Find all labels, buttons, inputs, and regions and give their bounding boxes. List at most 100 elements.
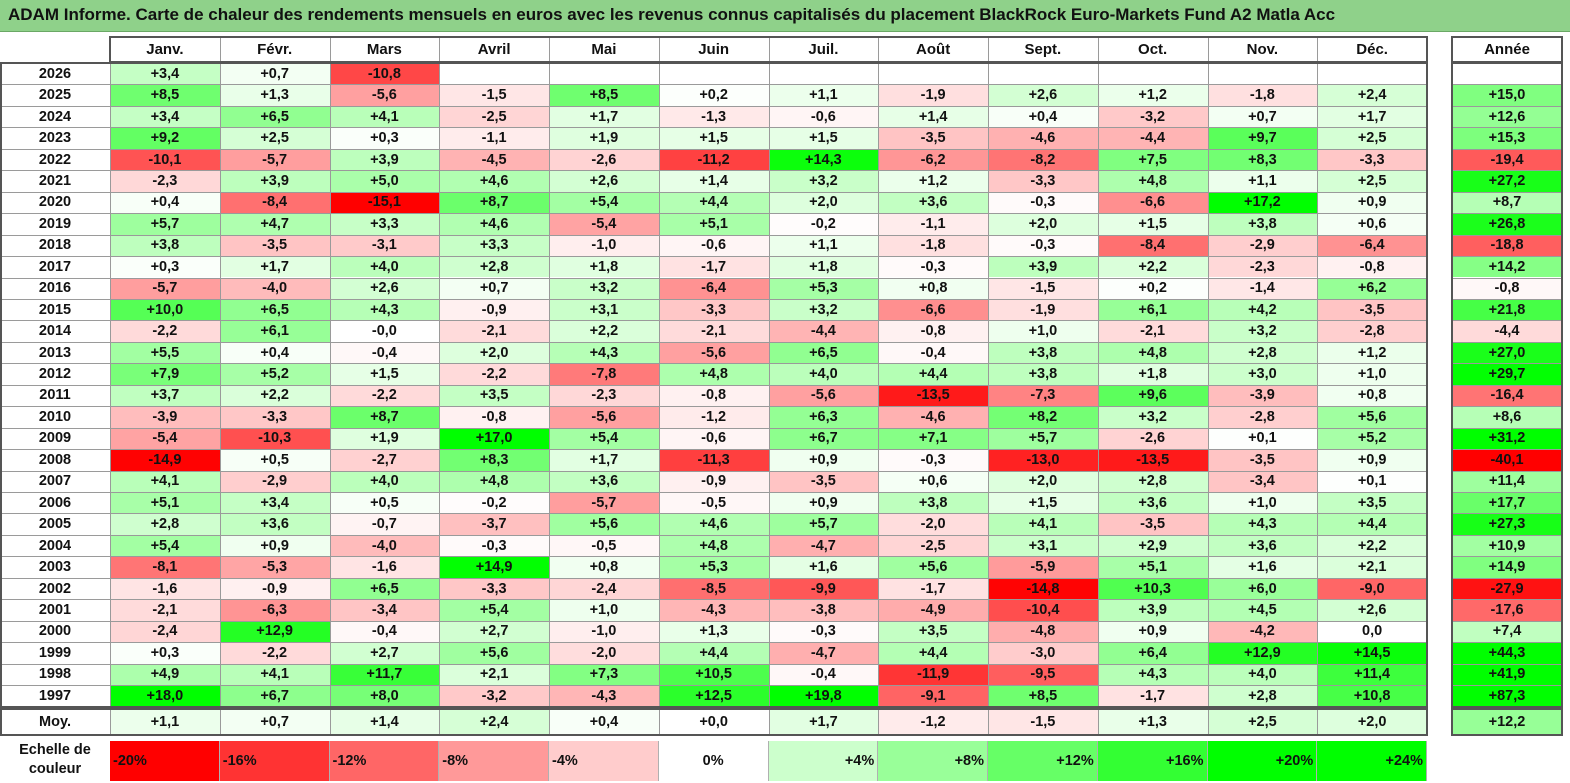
heatmap-cell: +14,5 bbox=[1317, 642, 1427, 664]
year-header: Année bbox=[1452, 37, 1562, 62]
heatmap-cell: -6,6 bbox=[878, 298, 988, 321]
heatmap-cell: +3,8 bbox=[110, 234, 220, 257]
heatmap-cell: -1,7 bbox=[658, 256, 769, 278]
heatmap-cell bbox=[1207, 63, 1318, 85]
heatmap-cell: +6,5 bbox=[219, 298, 330, 321]
heatmap-cell: -3,7 bbox=[439, 513, 549, 535]
year-label: 2019 bbox=[0, 213, 110, 235]
year-label: 2001 bbox=[0, 599, 110, 621]
heatmap-cell: -2,9 bbox=[1207, 234, 1318, 257]
heatmap-cell: +1,2 bbox=[878, 170, 988, 192]
heatmap-cell: +10,8 bbox=[1317, 685, 1427, 707]
heatmap-cell: +0,8 bbox=[1317, 384, 1427, 407]
heatmap-cell: -13,5 bbox=[1097, 449, 1208, 471]
annual-cell: +15,3 bbox=[1452, 127, 1562, 149]
year-label: 2008 bbox=[0, 449, 110, 471]
heatmap-cell: +5,4 bbox=[110, 534, 220, 557]
heatmap-cell: -4,8 bbox=[988, 620, 1098, 643]
heatmap-cell: -2,2 bbox=[219, 642, 330, 664]
heatmap-cell: +0,7 bbox=[219, 63, 330, 85]
heatmap-cell: +2,5 bbox=[1317, 127, 1427, 149]
heatmap-cell: -6,2 bbox=[878, 148, 988, 171]
grid-line bbox=[1452, 706, 1562, 708]
heatmap-cell: +11,4 bbox=[1317, 663, 1427, 686]
average-label: Moy. bbox=[0, 708, 110, 735]
heatmap-cell: -13,0 bbox=[988, 449, 1098, 471]
annual-cell: -27,9 bbox=[1452, 577, 1562, 600]
heatmap-cell: -1,3 bbox=[658, 105, 769, 128]
heatmap-cell: +3,3 bbox=[329, 213, 440, 235]
heatmap-cell: +9,6 bbox=[1097, 384, 1208, 407]
annual-cell: -4,4 bbox=[1452, 320, 1562, 342]
heatmap-cell: -1,2 bbox=[658, 406, 769, 428]
heatmap-cell: +3,2 bbox=[1097, 406, 1208, 428]
heatmap-cell: +0,4 bbox=[219, 341, 330, 364]
month-header: Mars bbox=[329, 37, 440, 62]
year-label: 2022 bbox=[0, 148, 110, 171]
heatmap-cell: -0,9 bbox=[219, 577, 330, 600]
heatmap-cell: +12,5 bbox=[658, 685, 769, 707]
heatmap-cell: -3,5 bbox=[1207, 449, 1318, 471]
heatmap-cell: -0,4 bbox=[768, 663, 879, 686]
heatmap-cell: +4,3 bbox=[1207, 513, 1318, 535]
heatmap-cell: +1,0 bbox=[988, 320, 1098, 342]
heatmap-cell: -2,1 bbox=[110, 599, 220, 621]
month-header: Oct. bbox=[1097, 37, 1208, 62]
heatmap-cell: +1,0 bbox=[1207, 492, 1318, 514]
heatmap-cell: -5,6 bbox=[768, 384, 879, 407]
title-bar: ADAM Informe. Carte de chaleur des rende… bbox=[0, 0, 1570, 32]
heatmap-cell: -2,6 bbox=[1097, 427, 1208, 450]
heatmap-cell: +3,2 bbox=[1207, 320, 1318, 342]
year-label: 2010 bbox=[0, 406, 110, 428]
heatmap-cell: -3,9 bbox=[110, 406, 220, 428]
heatmap-cell: -8,1 bbox=[110, 556, 220, 578]
heatmap-cell: +5,1 bbox=[1097, 556, 1208, 578]
annual-cell: -19,4 bbox=[1452, 148, 1562, 171]
month-header: Avril bbox=[439, 37, 549, 62]
heatmap-cell: +6,5 bbox=[329, 577, 440, 600]
heatmap-cell: +4,3 bbox=[1097, 663, 1208, 686]
heatmap-cell: -2,5 bbox=[878, 534, 988, 557]
heatmap-cell: +2,6 bbox=[549, 170, 659, 192]
heatmap-cell: +3,9 bbox=[988, 256, 1098, 278]
heatmap-cell: -10,3 bbox=[219, 427, 330, 450]
heatmap-cell: +4,1 bbox=[219, 663, 330, 686]
heatmap-cell: -3,3 bbox=[658, 298, 769, 321]
heatmap-cell: +8,5 bbox=[988, 685, 1098, 707]
heatmap-cell: +1,8 bbox=[549, 256, 659, 278]
heatmap-cell: +2,8 bbox=[110, 513, 220, 535]
heatmap-cell: -3,8 bbox=[768, 599, 879, 621]
annual-cell: -16,4 bbox=[1452, 384, 1562, 407]
year-label: 2009 bbox=[0, 427, 110, 450]
heatmap-cell: +5,1 bbox=[658, 213, 769, 235]
heatmap-cell: +3,6 bbox=[219, 513, 330, 535]
heatmap-cell: +3,7 bbox=[110, 384, 220, 407]
heatmap-cell: -9,5 bbox=[988, 663, 1098, 686]
heatmap-cell: +4,4 bbox=[658, 642, 769, 664]
heatmap-cell: +2,2 bbox=[1097, 256, 1208, 278]
heatmap-cell: -8,4 bbox=[1097, 234, 1208, 257]
year-label: 2011 bbox=[0, 384, 110, 407]
heatmap-cell: +4,0 bbox=[1207, 663, 1318, 686]
heatmap-cell: +5,6 bbox=[549, 513, 659, 535]
heatmap-cell: +3,6 bbox=[1097, 492, 1208, 514]
heatmap-cell: +12,9 bbox=[1207, 642, 1318, 664]
heatmap-cell: -1,0 bbox=[549, 234, 659, 257]
heatmap-cell: +0,5 bbox=[329, 492, 440, 514]
heatmap-cell: -13,5 bbox=[878, 384, 988, 407]
year-label: 2023 bbox=[0, 127, 110, 149]
heatmap-cell: +1,4 bbox=[658, 170, 769, 192]
heatmap-cell: +3,2 bbox=[549, 277, 659, 299]
year-label: 2006 bbox=[0, 492, 110, 514]
heatmap-cell: +11,7 bbox=[329, 663, 440, 686]
heatmap-cell: +1,7 bbox=[1317, 105, 1427, 128]
heatmap-cell: +1,9 bbox=[549, 127, 659, 149]
heatmap-cell: -14,8 bbox=[988, 577, 1098, 600]
heatmap-cell: -0,6 bbox=[658, 234, 769, 257]
heatmap-cell: +6,1 bbox=[219, 320, 330, 342]
heatmap-cell: -0,9 bbox=[658, 470, 769, 492]
heatmap-cell: -3,0 bbox=[988, 642, 1098, 664]
annual-cell: +8,7 bbox=[1452, 191, 1562, 214]
heatmap-cell: -2,3 bbox=[110, 170, 220, 192]
heatmap-cell: +6,1 bbox=[1097, 298, 1208, 321]
